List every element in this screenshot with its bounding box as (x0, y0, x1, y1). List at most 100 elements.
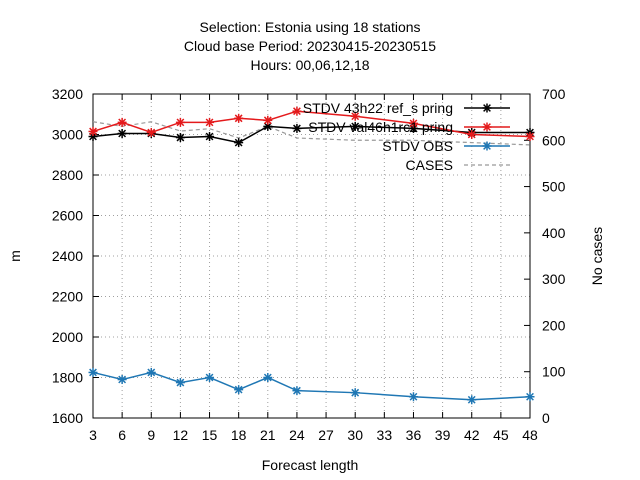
series-point-3 (263, 373, 273, 382)
legend: STDV 43h22 ref_s pring STDV val46h1rc1 pr… (303, 100, 510, 173)
series-point-3 (117, 375, 127, 385)
legend-marker (482, 141, 492, 151)
y2-tick-label: 600 (542, 132, 566, 148)
y2-tick-label: 400 (542, 225, 566, 241)
legend-label: STDV OBS (382, 138, 453, 154)
series-point-2-d2 (409, 119, 418, 128)
title-line-2: Cloud base Period: 20230415-20230515 (184, 38, 436, 54)
x-tick-label: 42 (464, 427, 480, 443)
series-point-1 (292, 123, 302, 133)
series-point-3-d2 (118, 375, 127, 384)
legend-label: STDV val46h1rc1 pring (308, 119, 453, 135)
y-tick-label: 2200 (52, 289, 83, 305)
series-point-2 (292, 106, 302, 116)
series-point-2 (146, 127, 156, 137)
series-point-2 (175, 117, 185, 127)
series-point-3 (88, 367, 98, 377)
series-4 (92, 121, 531, 146)
series-point-1 (205, 132, 215, 142)
x-tick-label: 12 (173, 427, 189, 443)
x-tick-label: 21 (260, 427, 276, 443)
series-point-3-d2 (234, 385, 243, 394)
series-point-3 (350, 388, 360, 398)
series-point-2-d2 (263, 116, 272, 125)
legend-marker-d2 (483, 123, 491, 131)
series-point-3 (205, 373, 215, 382)
series-line-4 (92, 121, 531, 146)
series-point-1 (350, 121, 360, 131)
legend-label: STDV 43h22 ref_s pring (303, 100, 453, 116)
legend-entry-2: STDV val46h1rc1 pring (308, 119, 510, 135)
series-point-3-d2 (293, 386, 301, 395)
x-tick-label: 33 (377, 427, 393, 443)
tick-labels: 3 6 9 12 15 18 21 24 27 30 33 36 39 42 45 4816001800200… (52, 86, 566, 443)
series-point-3-d2 (467, 395, 476, 404)
x-tick-label: 3 (89, 427, 97, 443)
series-point-3 (234, 385, 244, 395)
series-point-3 (292, 386, 302, 396)
series-point-1-d2 (351, 122, 360, 131)
series-point-3 (525, 392, 535, 402)
y2-tick-label: 300 (542, 271, 566, 287)
legend-entry-4: CASES (406, 157, 510, 173)
y-axis-label: m (7, 250, 23, 262)
series-point-1-d2 (118, 129, 127, 138)
series-point-2 (234, 113, 244, 123)
y-tick-label: 2800 (52, 167, 83, 183)
x-tick-label: 15 (202, 427, 218, 443)
y2-tick-label: 100 (542, 364, 566, 380)
series-point-2 (117, 117, 127, 127)
series-line-2 (92, 110, 531, 138)
x-tick-label: 30 (347, 427, 363, 443)
y2-tick-label: 200 (542, 317, 566, 333)
series-point-2 (350, 111, 360, 121)
series-point-3-d2 (351, 388, 360, 397)
y-tick-label: 3200 (52, 86, 83, 102)
series-point-1-d2 (234, 138, 243, 147)
y2-tick-label: 0 (542, 410, 550, 426)
y2-tick-label: 700 (542, 86, 566, 102)
x-tick-label: 45 (493, 427, 509, 443)
series-point-2-d2 (351, 112, 360, 121)
axes (92, 93, 531, 419)
series-2 (88, 106, 535, 142)
y2-tick-label: 500 (542, 179, 566, 195)
y-tick-label: 2400 (52, 248, 83, 264)
series-3 (88, 367, 535, 405)
series-point-1-d2 (176, 133, 185, 142)
series-point-2-d2 (205, 118, 214, 127)
series-point-1 (263, 121, 273, 131)
legend-marker-d2 (483, 104, 491, 112)
series-point-2 (408, 118, 418, 128)
title-line-3: Hours: 00,06,12,18 (250, 57, 369, 73)
series-point-1-d2 (205, 132, 214, 141)
series-point-3-d2 (409, 392, 418, 401)
y2-axis-label: No cases (589, 227, 605, 285)
series-point-3 (408, 392, 418, 402)
x-tick-label: 24 (289, 427, 305, 443)
legend-label: CASES (406, 157, 453, 173)
x-tick-label: 18 (231, 427, 247, 443)
series-point-2-d2 (234, 114, 243, 123)
series-point-3-d2 (205, 373, 214, 382)
series-line-3 (92, 371, 531, 401)
legend-marker (482, 122, 492, 132)
series-point-3-d2 (176, 378, 185, 387)
y-tick-label: 3000 (52, 127, 83, 143)
y-tick-label: 1800 (52, 370, 83, 386)
x-axis-label: Forecast length (262, 457, 359, 473)
series-point-2 (205, 117, 215, 127)
series-point-3-d2 (147, 368, 156, 377)
x-tick-label: 6 (118, 427, 126, 443)
series-point-1 (234, 138, 244, 148)
series-point-2 (525, 132, 535, 142)
chart-title: Selection: Estonia using 18 stations Clo… (184, 19, 436, 73)
series-point-3-d2 (526, 392, 534, 401)
x-tick-label: 48 (522, 427, 538, 443)
y-tick-label: 1600 (52, 410, 83, 426)
series-point-2 (263, 115, 273, 125)
series-point-3-d2 (263, 373, 272, 382)
series (88, 106, 535, 405)
series-line-1 (92, 125, 530, 144)
series-point-2-d2 (89, 127, 97, 136)
